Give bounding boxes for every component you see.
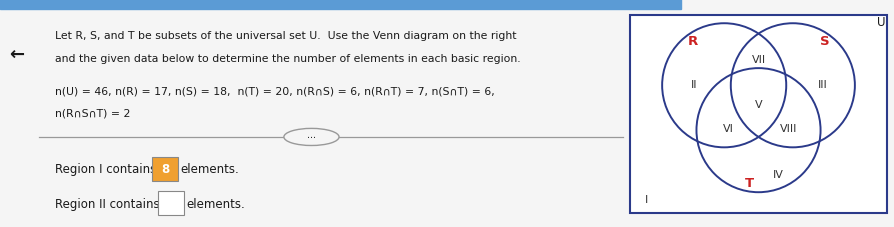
Text: VI: VI	[721, 123, 733, 133]
Text: VIII: VIII	[780, 123, 797, 133]
FancyBboxPatch shape	[152, 157, 178, 181]
Text: n(U) = 46, n(R) = 17, n(S) = 18,  n(T) = 20, n(R∩S) = 6, n(R∩T) = 7, n(S∩T) = 6,: n(U) = 46, n(R) = 17, n(S) = 18, n(T) = …	[55, 86, 494, 96]
Text: T: T	[744, 177, 753, 190]
Bar	[0, 0, 680, 10]
FancyBboxPatch shape	[158, 191, 184, 215]
Text: Region II contains: Region II contains	[55, 197, 164, 210]
Text: II: II	[690, 80, 696, 90]
Text: S: S	[819, 35, 829, 48]
Text: V: V	[754, 99, 762, 109]
Text: ←: ←	[9, 46, 24, 63]
Text: 8: 8	[161, 163, 169, 176]
Text: U: U	[876, 16, 884, 29]
Text: VII: VII	[751, 55, 764, 65]
Text: R: R	[687, 35, 696, 48]
Text: ⋯: ⋯	[307, 133, 316, 142]
Ellipse shape	[283, 129, 339, 146]
Text: elements.: elements.	[181, 163, 239, 176]
Text: n(R∩S∩T) = 2: n(R∩S∩T) = 2	[55, 109, 131, 118]
Text: elements.: elements.	[186, 197, 245, 210]
Text: and the given data below to determine the number of elements in each basic regio: and the given data below to determine th…	[55, 54, 520, 64]
Text: Region I contains: Region I contains	[55, 163, 160, 176]
Text: Let R, S, and T be subsets of the universal set U.  Use the Venn diagram on the : Let R, S, and T be subsets of the univer…	[55, 31, 516, 41]
Text: III: III	[817, 80, 827, 90]
Text: I: I	[644, 194, 647, 204]
Text: IV: IV	[772, 169, 783, 179]
